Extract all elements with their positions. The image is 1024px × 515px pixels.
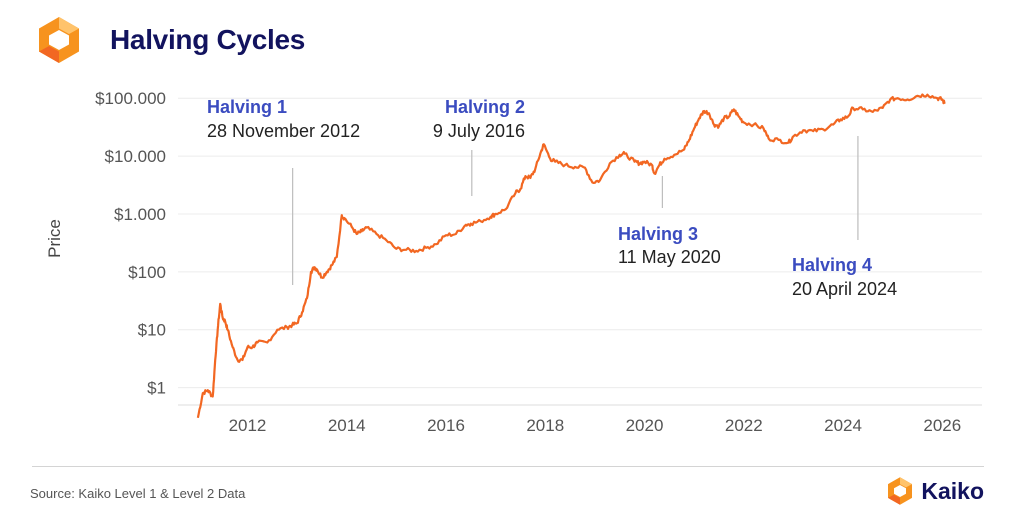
footer-divider <box>32 466 984 467</box>
brand: Kaiko <box>885 476 984 506</box>
y-axis-label: Price <box>45 219 64 258</box>
annotation-date: 20 April 2024 <box>792 279 897 299</box>
y-tick-label: $1 <box>147 379 166 398</box>
annotation-date: 28 November 2012 <box>207 121 360 141</box>
header: Halving Cycles <box>34 14 305 66</box>
x-tick-label: 2018 <box>526 416 564 435</box>
brand-name: Kaiko <box>921 477 984 504</box>
annotation-title: Halving 1 <box>207 97 287 117</box>
kaiko-logo-icon <box>888 477 913 505</box>
x-tick-label: 2014 <box>328 416 366 435</box>
x-tick-label: 2016 <box>427 416 465 435</box>
annotation-title: Halving 4 <box>792 255 872 275</box>
source-note: Source: Kaiko Level 1 & Level 2 Data <box>30 486 246 501</box>
page-title: Halving Cycles <box>110 24 305 55</box>
annotation-title: Halving 2 <box>445 97 525 117</box>
y-tick-label: $100.000 <box>95 89 166 108</box>
y-tick-label: $100 <box>128 263 166 282</box>
x-tick-label: 2020 <box>626 416 664 435</box>
y-tick-label: $10.000 <box>105 147 166 166</box>
x-tick-label: 2012 <box>229 416 267 435</box>
annotation-date: 9 July 2016 <box>433 121 525 141</box>
annotation-title: Halving 3 <box>618 224 698 244</box>
x-tick-label: 2024 <box>824 416 862 435</box>
chart: $1 $10 $100 $1.000 $10.000 $100.000 2012 2014 20… <box>45 89 982 435</box>
price-line <box>196 93 946 419</box>
kaiko-logo-icon <box>39 17 79 63</box>
x-tick-label: 2022 <box>725 416 763 435</box>
y-tick-label: $1.000 <box>114 205 166 224</box>
annotation-date: 11 May 2020 <box>618 247 721 267</box>
y-tick-label: $10 <box>138 321 166 340</box>
x-tick-label: 2026 <box>923 416 961 435</box>
